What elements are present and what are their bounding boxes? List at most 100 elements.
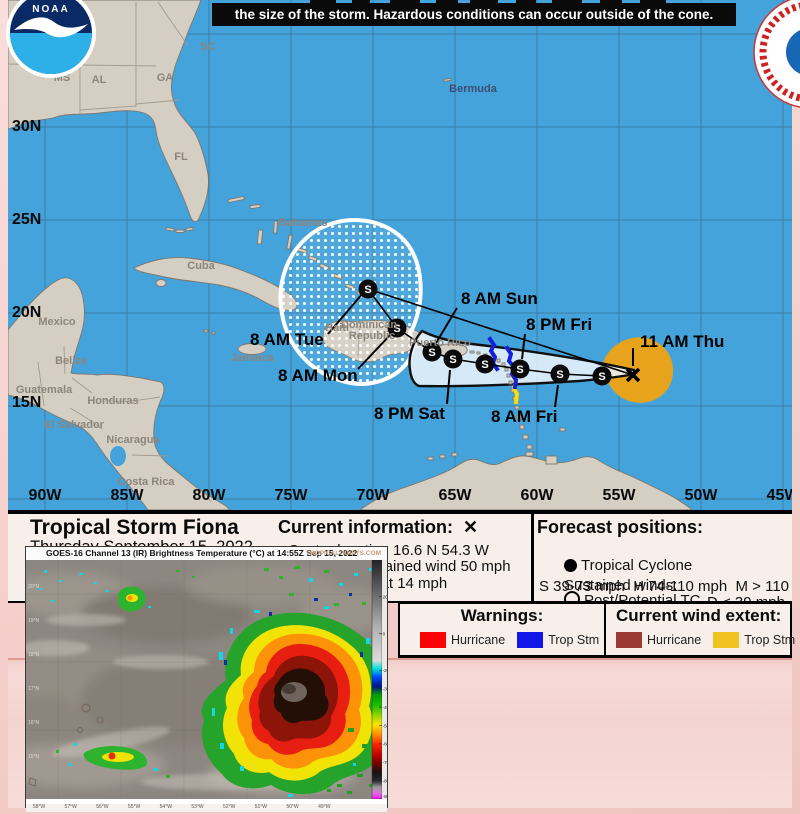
lon-label: 85W xyxy=(110,487,144,504)
svg-text:0: 0 xyxy=(383,631,386,636)
place-label: Belize xyxy=(55,355,87,367)
place-label: Bahamas xyxy=(278,217,328,229)
banner-remnant xyxy=(310,0,336,3)
current-position-marker: ✕ xyxy=(463,517,479,537)
sat-lon-tick: 58°W xyxy=(32,804,46,810)
svg-text:19°N: 19°N xyxy=(28,618,40,624)
svg-text:S: S xyxy=(393,323,400,335)
legend-swatch xyxy=(616,632,642,648)
banner-remnant xyxy=(640,0,666,3)
place-label: Republic xyxy=(348,330,396,342)
place-label: Cuba xyxy=(187,260,215,272)
place-label: AL xyxy=(91,74,107,86)
nhc-logo-icon xyxy=(753,0,800,108)
svg-text:-20: -20 xyxy=(383,668,387,673)
legend-label: Trop Stm xyxy=(548,633,600,647)
legend-label: Hurricane xyxy=(451,633,506,647)
cone-days4-5 xyxy=(278,218,423,386)
sat-lon-tick: 57°W xyxy=(64,804,77,810)
track-time-label: 8 AM Tue xyxy=(250,330,324,349)
svg-text:S: S xyxy=(449,354,456,366)
lon-label: 60W xyxy=(520,487,554,504)
svg-text:17°N: 17°N xyxy=(28,686,40,692)
place-label: Bermuda xyxy=(449,83,497,95)
banner-remnant xyxy=(600,0,622,3)
disclaimer-banner: the size of the storm. Hazardous conditi… xyxy=(212,3,736,26)
wind-extent-heading: Current wind extent: xyxy=(616,606,782,625)
track-time-label: 8 AM Sun xyxy=(461,289,538,308)
storm-convection xyxy=(201,606,391,797)
track-time-label: 11 AM Thu xyxy=(640,332,725,351)
legend-label: Hurricane xyxy=(647,633,702,647)
place-label: Guatemala xyxy=(15,384,73,396)
svg-text:-50: -50 xyxy=(383,723,387,728)
lat-label: 20N xyxy=(12,304,42,321)
tropical-cyclone-symbol xyxy=(564,559,578,572)
lon-label: 90W xyxy=(28,487,62,504)
colorbar-ticks: 20 0 -20 -30 -40 -50 -60 -70 -80 -90 xyxy=(379,595,390,800)
forecast-cone-map: S S S S S S S S 30N 25N 20N 15N 90W 85W 80W 75W 70W 65W 6… xyxy=(8,0,792,510)
panel-divider xyxy=(531,514,534,601)
current-info-heading: Current information: ✕ xyxy=(278,517,479,537)
svg-text:16°N: 16°N xyxy=(28,720,40,726)
warnings-legend: Hurricane Trop Stm xyxy=(420,632,611,648)
sat-lon-tick: 55°W xyxy=(127,804,141,810)
svg-text:S: S xyxy=(428,347,435,359)
satellite-header: GOES-16 Channel 13 (IR) Brightness Tempe… xyxy=(26,547,387,560)
place-label: Haiti xyxy=(325,322,349,334)
storm-title: Tropical Storm Fiona xyxy=(30,516,239,539)
sat-lon-tick: 51°W xyxy=(254,804,268,810)
sat-lon-tick: 50°W xyxy=(286,804,299,810)
svg-text:-90: -90 xyxy=(383,794,387,799)
legend-box: Warnings: Hurricane Trop Stm Current wind… xyxy=(398,601,795,658)
warnings-heading: Warnings: xyxy=(460,606,544,625)
place-label: GA xyxy=(156,72,174,84)
svg-text:-80: -80 xyxy=(383,778,387,783)
banner-remnant xyxy=(390,0,420,3)
legend-swatch xyxy=(517,632,544,648)
svg-text:-60: -60 xyxy=(383,742,387,747)
sat-lon-tick: 54°W xyxy=(159,804,172,810)
banner-remnant xyxy=(352,0,370,3)
svg-text:S: S xyxy=(556,369,563,381)
satellite-inset: GOES-16 Channel 13 (IR) Brightness Tempe… xyxy=(0,546,391,812)
svg-text:20: 20 xyxy=(383,595,387,600)
satellite-image: 20 0 -20 -30 -40 -50 -60 -70 -80 -90 20°N 19°N 18°N… xyxy=(0,559,391,800)
wind-extent-legend: Hurricane Trop Stm xyxy=(616,632,800,648)
place-label: Dominican xyxy=(340,319,398,331)
place-label: Puerto Rico xyxy=(409,337,471,349)
ir-colorbar xyxy=(371,559,383,800)
track-time-label: 8 PM Fri xyxy=(526,315,593,334)
sat-lon-tick: 49°W xyxy=(318,804,331,810)
svg-text:-40: -40 xyxy=(383,705,387,710)
lat-label: 25N xyxy=(12,211,42,228)
place-label: SC xyxy=(200,41,216,53)
wind-categories: S 39-73 mph H 74-110 mph M > 110 mph xyxy=(539,578,789,595)
banner-remnant xyxy=(516,0,536,3)
svg-text:-30: -30 xyxy=(383,686,387,691)
track-time-label: 8 PM Sat xyxy=(374,404,445,423)
svg-text:NOAA: NOAA xyxy=(32,4,69,15)
lat-label: 15N xyxy=(12,394,42,411)
satellite-attribution: TROPICALTIDBITS.COM xyxy=(306,550,381,557)
svg-text:-70: -70 xyxy=(383,760,387,765)
lon-label: 55W xyxy=(602,487,636,504)
island-outlines xyxy=(28,703,104,787)
lon-label: 65W xyxy=(438,487,472,504)
sat-lon-tick: 56°W xyxy=(96,804,109,810)
legend-swatch xyxy=(713,632,740,648)
place-label: Costa Rica xyxy=(117,476,175,488)
satellite-lat-ticks: 20°N 19°N 18°N 17°N 16°N 15°N xyxy=(28,584,40,760)
legend-divider xyxy=(604,604,606,655)
place-label: Honduras xyxy=(87,395,139,407)
place-label: FL xyxy=(174,151,188,163)
track-time-label: 8 AM Fri xyxy=(491,407,558,426)
sat-lon-tick: 52°W xyxy=(223,804,236,810)
banner-remnant xyxy=(436,0,458,3)
legend-label: Trop Stm xyxy=(744,633,796,647)
noaa-logo-icon: NOAA xyxy=(6,0,96,78)
legend-swatch xyxy=(420,632,446,648)
svg-text:15°N: 15°N xyxy=(28,754,40,760)
lon-label: 70W xyxy=(356,487,390,504)
